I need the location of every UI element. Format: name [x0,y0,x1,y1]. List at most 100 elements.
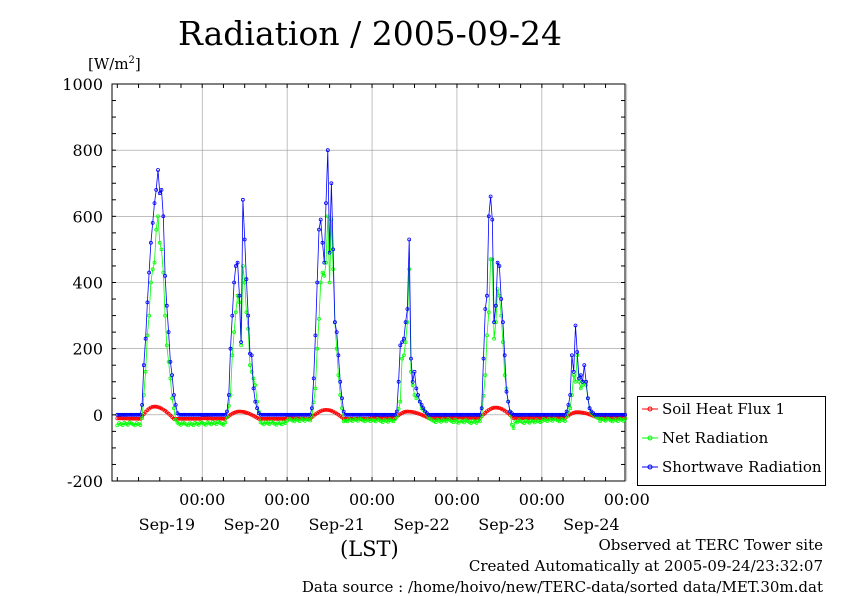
data-point-shortwave-radiation [164,303,169,308]
data-point-net-radiation [409,369,413,374]
data-point-soil-heat-flux [421,413,426,418]
data-point-shortwave-radiation [122,412,127,417]
data-point-shortwave-radiation [283,412,288,417]
data-point-shortwave-radiation [433,412,438,417]
data-point-soil-heat-flux [154,404,159,409]
data-point-net-radiation [140,416,145,421]
data-point-net-radiation [302,418,307,423]
data-point-soil-heat-flux [497,406,502,411]
data-point-shortwave-radiation [364,412,369,417]
data-point-soil-heat-flux [233,410,238,415]
data-point-shortwave-radiation [401,336,406,341]
data-point-shortwave-radiation [421,406,426,411]
data-point-soil-heat-flux [416,411,420,416]
data-point-shortwave-radiation [444,412,449,417]
data-point-shortwave-radiation [288,412,293,417]
data-point-soil-heat-flux [186,416,191,421]
data-point-net-radiation [578,386,583,391]
data-point-net-radiation [292,419,297,424]
x-axis-label: (LST) [340,537,399,561]
data-point-shortwave-radiation [520,412,525,417]
legend-label-soil-heat-flux: Soil Heat Flux 1 [662,400,786,418]
data-point-shortwave-radiation [462,412,466,417]
data-point-shortwave-radiation [366,412,371,417]
data-point-soil-heat-flux [405,409,410,414]
data-point-shortwave-radiation [548,412,553,417]
data-point-shortwave-radiation [154,187,159,192]
data-point-shortwave-radiation [430,412,435,417]
data-point-shortwave-radiation [182,412,187,417]
data-point-net-radiation [621,418,626,423]
data-point-soil-heat-flux [412,410,417,415]
data-point-shortwave-radiation [454,412,459,417]
data-point-shortwave-radiation [547,412,551,417]
data-point-shortwave-radiation [166,330,171,335]
data-point-net-radiation [308,418,313,423]
data-point-shortwave-radiation [469,412,474,417]
data-point-shortwave-radiation [332,320,337,325]
data-point-net-radiation [203,422,208,427]
data-point-shortwave-radiation [541,412,546,417]
data-point-shortwave-radiation [325,148,330,153]
data-point-shortwave-radiation [571,369,576,374]
data-point-net-radiation [249,369,254,374]
data-point-shortwave-radiation [292,412,297,417]
data-point-shortwave-radiation [140,402,145,407]
data-point-shortwave-radiation [345,412,350,417]
data-point-net-radiation [147,313,152,318]
data-point-net-radiation [486,310,491,315]
data-point-shortwave-radiation [205,412,210,417]
legend-item-shortwave-radiation: Shortwave Radiation [638,457,825,483]
data-point-shortwave-radiation [453,412,458,417]
data-point-shortwave-radiation [534,412,539,417]
data-point-shortwave-radiation [370,412,374,417]
data-point-shortwave-radiation [557,412,562,417]
y-tick-label: 200 [72,340,103,359]
data-point-shortwave-radiation [414,386,419,391]
data-point-shortwave-radiation [485,293,489,298]
data-point-net-radiation [115,423,120,428]
data-point-shortwave-radiation [168,359,173,364]
data-point-shortwave-radiation [253,399,258,404]
data-point-soil-heat-flux [279,416,284,421]
data-point-shortwave-radiation [394,409,399,414]
data-point-shortwave-radiation [159,187,164,192]
footer-created: Created Automatically at 2005-09-24/23:3… [468,557,823,575]
data-point-shortwave-radiation [407,237,412,242]
data-point-net-radiation [327,280,332,285]
data-point-net-radiation [403,340,408,345]
data-point-net-radiation [439,419,443,424]
x-tick-label-time: 00:00 [349,490,395,509]
data-point-net-radiation [433,420,438,425]
data-point-soil-heat-flux [260,416,265,421]
data-point-net-radiation [173,417,178,422]
data-point-shortwave-radiation [173,402,178,407]
data-point-shortwave-radiation [286,412,291,417]
data-point-shortwave-radiation [594,412,599,417]
data-point-shortwave-radiation [279,412,284,417]
data-point-shortwave-radiation [479,406,484,411]
data-point-shortwave-radiation [447,412,452,417]
legend-label-net-radiation: Net Radiation [662,429,769,447]
data-point-soil-heat-flux [578,410,583,415]
data-point-shortwave-radiation [428,412,433,417]
data-point-shortwave-radiation [580,379,585,384]
data-point-soil-heat-flux [127,416,132,421]
data-point-shortwave-radiation [269,412,274,417]
data-point-soil-heat-flux [221,416,226,421]
data-point-net-radiation [313,386,318,391]
data-point-soil-heat-flux [210,416,215,421]
data-point-shortwave-radiation [272,412,277,417]
data-point-net-radiation [171,406,176,411]
data-point-shortwave-radiation [499,297,504,301]
data-point-shortwave-radiation [196,412,201,417]
data-point-shortwave-radiation [258,412,263,417]
data-point-shortwave-radiation [156,168,160,172]
data-point-shortwave-radiation [601,412,606,417]
data-point-soil-heat-flux [577,410,581,415]
data-point-soil-heat-flux [240,409,245,414]
data-point-soil-heat-flux [219,416,224,421]
data-point-net-radiation [331,267,336,272]
data-point-shortwave-radiation [463,412,468,417]
data-point-shortwave-radiation [524,412,528,417]
